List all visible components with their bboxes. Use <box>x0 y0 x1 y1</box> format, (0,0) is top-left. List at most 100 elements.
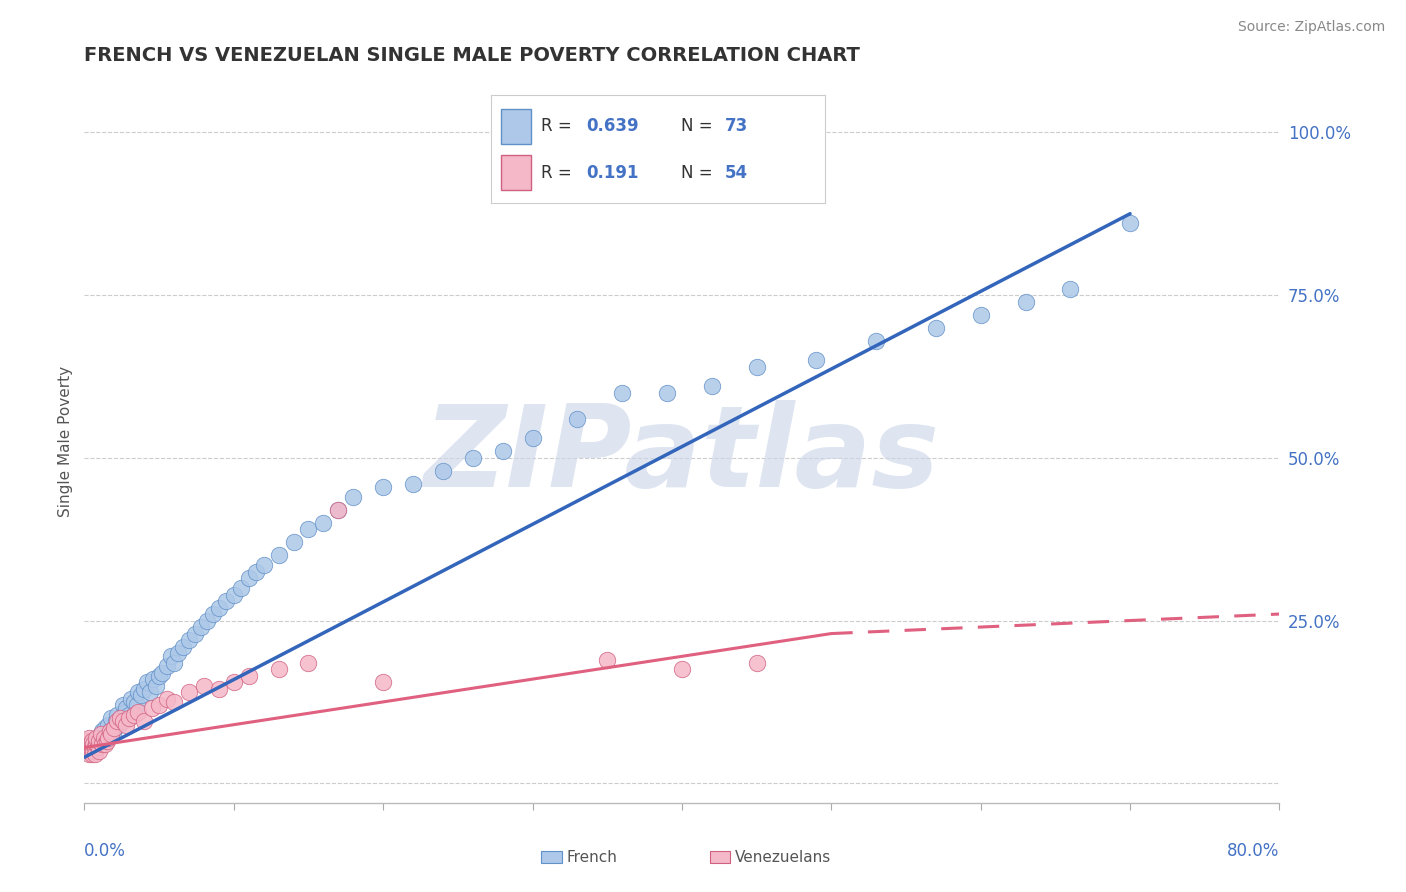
Point <box>177 685 200 699</box>
Point <box>103 721 125 735</box>
Point <box>163 656 186 670</box>
Point <box>167 646 190 660</box>
Point <box>80 740 103 755</box>
Point <box>297 656 319 670</box>
Point <box>115 717 138 731</box>
Point <box>208 681 231 696</box>
Point <box>925 320 948 334</box>
Point <box>163 695 186 709</box>
Point <box>184 626 207 640</box>
Point <box>208 600 231 615</box>
Point <box>492 444 515 458</box>
Text: Venezuelans: Venezuelans <box>735 850 831 864</box>
Point <box>86 731 108 745</box>
Text: ZIPatlas: ZIPatlas <box>423 401 941 511</box>
Point <box>253 558 276 573</box>
Point <box>312 516 335 530</box>
Point <box>142 672 165 686</box>
Point <box>76 734 98 748</box>
Point <box>118 711 141 725</box>
Point <box>101 727 124 741</box>
Text: 0.0%: 0.0% <box>84 842 127 860</box>
Point <box>141 701 163 715</box>
Point <box>89 734 111 748</box>
Point <box>267 662 290 676</box>
Point <box>83 747 105 761</box>
Point <box>86 737 108 751</box>
Point <box>215 594 238 608</box>
Point <box>94 737 117 751</box>
Point <box>806 353 828 368</box>
Text: R =: R = <box>541 164 576 182</box>
Point <box>160 649 183 664</box>
Text: 80.0%: 80.0% <box>1227 842 1279 860</box>
Point <box>283 535 305 549</box>
Point <box>86 731 108 745</box>
Point <box>150 665 173 680</box>
Point <box>112 714 135 729</box>
Point <box>267 549 290 563</box>
Point <box>655 385 678 400</box>
Text: 73: 73 <box>725 117 748 136</box>
Point <box>1059 282 1081 296</box>
Point <box>671 662 693 676</box>
Point <box>79 744 101 758</box>
Point <box>745 359 768 374</box>
Y-axis label: Single Male Poverty: Single Male Poverty <box>58 366 73 517</box>
Point <box>328 503 350 517</box>
Point <box>596 652 619 666</box>
Point <box>100 711 122 725</box>
Point <box>82 737 104 751</box>
Point <box>148 698 170 713</box>
Text: N =: N = <box>682 117 718 136</box>
Point <box>79 737 101 751</box>
Point <box>132 681 156 696</box>
Point <box>177 633 200 648</box>
Point <box>342 490 364 504</box>
Point <box>83 740 105 755</box>
Point <box>80 747 103 761</box>
Point <box>122 695 145 709</box>
Text: N =: N = <box>682 164 718 182</box>
Point <box>129 689 152 703</box>
Point <box>373 480 395 494</box>
Point <box>195 614 218 628</box>
Point <box>107 717 129 731</box>
Point <box>112 698 135 713</box>
Point <box>89 744 111 758</box>
Point <box>222 587 245 601</box>
Point <box>97 731 120 745</box>
Point <box>522 431 544 445</box>
Point <box>98 724 121 739</box>
Point <box>432 464 454 478</box>
Point <box>172 640 194 654</box>
Point <box>111 711 134 725</box>
Text: 0.191: 0.191 <box>586 164 638 182</box>
Point <box>155 691 177 706</box>
Point <box>122 707 145 722</box>
Point <box>238 571 260 585</box>
Point <box>461 450 484 465</box>
Text: FRENCH VS VENEZUELAN SINGLE MALE POVERTY CORRELATION CHART: FRENCH VS VENEZUELAN SINGLE MALE POVERTY… <box>84 45 860 65</box>
Point <box>91 724 114 739</box>
Point <box>612 385 634 400</box>
Point <box>127 705 149 719</box>
Point <box>96 734 118 748</box>
Point <box>75 737 97 751</box>
Point <box>104 714 127 729</box>
Point <box>567 411 589 425</box>
Point <box>110 711 132 725</box>
Point <box>77 747 100 761</box>
Point <box>77 740 100 755</box>
Point <box>77 731 100 745</box>
Point <box>1119 217 1142 231</box>
Point <box>75 740 97 755</box>
Point <box>155 659 177 673</box>
Point <box>145 679 167 693</box>
Point <box>297 523 319 537</box>
Point <box>93 727 115 741</box>
Point <box>103 721 125 735</box>
Text: Source: ZipAtlas.com: Source: ZipAtlas.com <box>1237 20 1385 34</box>
Bar <box>501 109 531 144</box>
Point <box>80 737 103 751</box>
